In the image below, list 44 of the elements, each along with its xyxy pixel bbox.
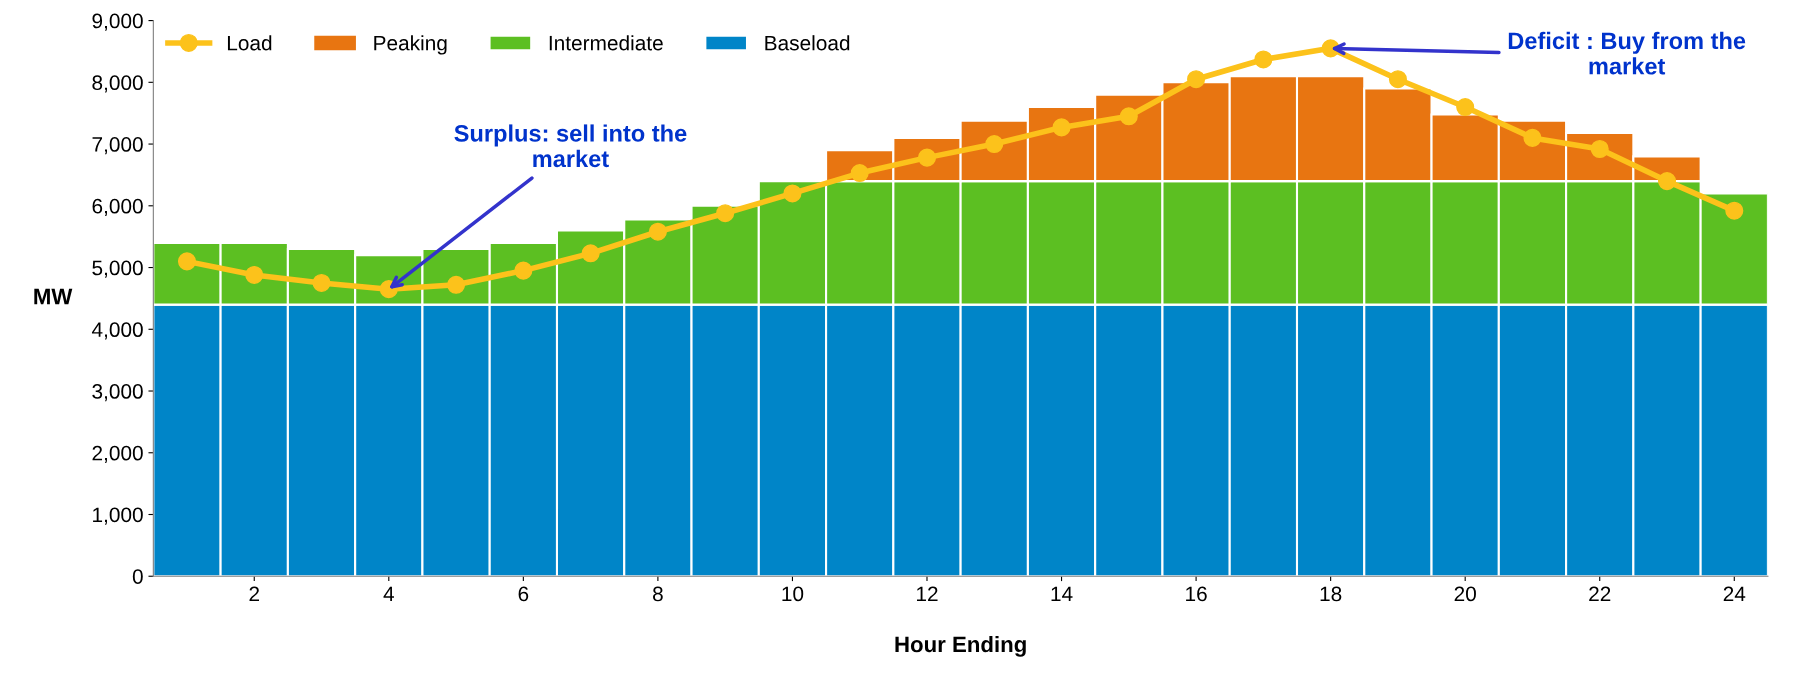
x-tick-label: 20: [1454, 586, 1476, 602]
y-tick-label: 1,000: [93, 507, 143, 525]
legend-label: Load: [227, 35, 272, 51]
y-tick-label: 3,000: [92, 384, 143, 402]
point: [1187, 70, 1206, 89]
point: [581, 244, 600, 263]
x-tick-label: 24: [1723, 586, 1746, 602]
point: [1388, 70, 1407, 89]
y-tick-label: 5,000: [92, 260, 143, 278]
point: [1254, 50, 1273, 69]
x-axis-title: Hour Ending: [895, 635, 1026, 657]
point: [177, 252, 197, 271]
x-tick-label: 12: [917, 586, 938, 602]
point: [1523, 128, 1542, 147]
x-tick-label: 10: [782, 586, 804, 602]
y-tick-label: 9,000: [92, 13, 143, 31]
point: [1052, 118, 1071, 137]
point: [1725, 201, 1744, 220]
x-tick-label: 14: [1051, 586, 1073, 602]
x-tick-label: 22: [1589, 586, 1611, 602]
y-axis-title: MW: [34, 288, 73, 305]
x-tick-label: 4: [383, 586, 394, 602]
y-tick-label: 2,000: [92, 445, 143, 463]
legend-label: Intermediate: [549, 35, 663, 51]
y-tick-label: 8,000: [92, 75, 143, 93]
legend-label: Baseload: [765, 35, 850, 51]
x-tick-label: 8: [653, 586, 663, 602]
point: [716, 204, 735, 223]
annotation: Surplus: sell into the market: [454, 124, 687, 168]
point: [783, 184, 802, 203]
point: [1456, 97, 1475, 117]
x-tick-label: 16: [1186, 586, 1207, 602]
legend-label: Peaking: [374, 35, 447, 55]
point: [1657, 172, 1677, 191]
y-tick-label: 4,000: [91, 322, 143, 340]
y-tick-label: 6,000: [92, 198, 143, 217]
x-tick-label: 2: [249, 586, 259, 602]
point: [1119, 107, 1138, 126]
x-tick-label: 18: [1320, 586, 1342, 602]
y-tick-label: 0: [132, 569, 143, 584]
annotation: Deficit : Buy from the market: [1508, 31, 1746, 75]
point: [648, 222, 667, 241]
x-tick-label: 6: [518, 586, 529, 602]
y-tick-label: 7,000: [92, 137, 143, 155]
